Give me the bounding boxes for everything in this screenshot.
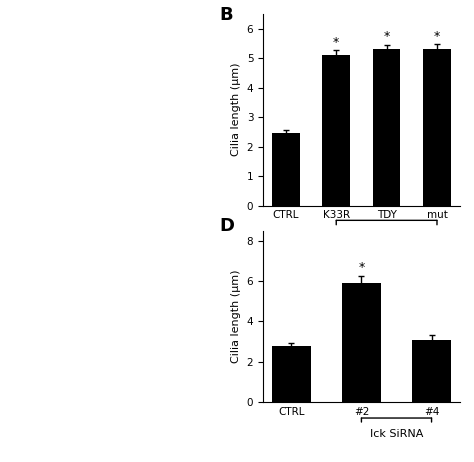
Bar: [423, 49, 451, 206]
Text: *: *: [333, 36, 339, 49]
Bar: [342, 283, 381, 402]
Bar: [272, 134, 300, 206]
Text: Ick SiRNA: Ick SiRNA: [370, 429, 423, 439]
Bar: [322, 55, 350, 206]
Text: ICK: ICK: [377, 234, 396, 243]
Y-axis label: Cilia length (μm): Cilia length (μm): [231, 63, 241, 157]
Text: *: *: [358, 261, 365, 274]
Text: B: B: [220, 6, 233, 24]
Bar: [412, 340, 451, 402]
Bar: [373, 49, 401, 206]
Text: D: D: [220, 217, 235, 235]
Text: *: *: [434, 30, 440, 43]
Text: *: *: [383, 30, 390, 43]
Bar: [272, 346, 310, 402]
Y-axis label: Cilia length (μm): Cilia length (μm): [231, 270, 241, 363]
